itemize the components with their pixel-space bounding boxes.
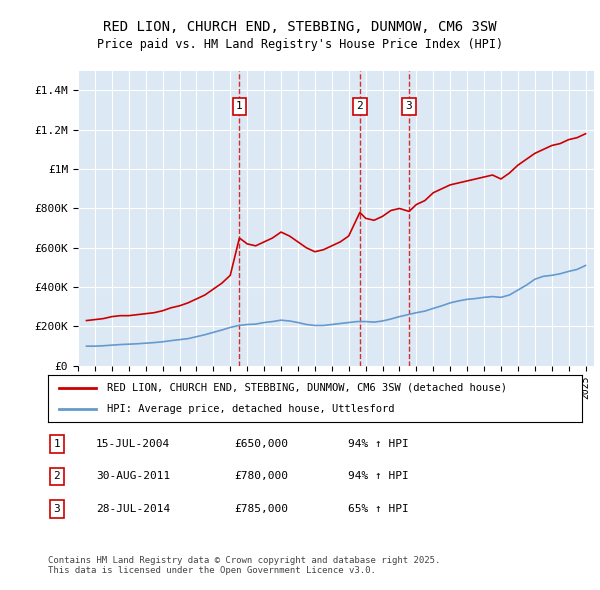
Text: 1: 1 bbox=[236, 101, 243, 111]
Text: 2: 2 bbox=[356, 101, 363, 111]
Text: RED LION, CHURCH END, STEBBING, DUNMOW, CM6 3SW: RED LION, CHURCH END, STEBBING, DUNMOW, … bbox=[103, 19, 497, 34]
Text: 94% ↑ HPI: 94% ↑ HPI bbox=[348, 439, 409, 449]
Text: £780,000: £780,000 bbox=[234, 471, 288, 481]
Text: Contains HM Land Registry data © Crown copyright and database right 2025.
This d: Contains HM Land Registry data © Crown c… bbox=[48, 556, 440, 575]
Text: 94% ↑ HPI: 94% ↑ HPI bbox=[348, 471, 409, 481]
Text: HPI: Average price, detached house, Uttlesford: HPI: Average price, detached house, Uttl… bbox=[107, 404, 394, 414]
Text: 3: 3 bbox=[53, 504, 61, 514]
Text: 28-JUL-2014: 28-JUL-2014 bbox=[96, 504, 170, 514]
Text: £650,000: £650,000 bbox=[234, 439, 288, 449]
Text: 15-JUL-2004: 15-JUL-2004 bbox=[96, 439, 170, 449]
Text: £785,000: £785,000 bbox=[234, 504, 288, 514]
Text: Price paid vs. HM Land Registry's House Price Index (HPI): Price paid vs. HM Land Registry's House … bbox=[97, 38, 503, 51]
Text: 3: 3 bbox=[406, 101, 412, 111]
Text: 1: 1 bbox=[53, 439, 61, 449]
Text: RED LION, CHURCH END, STEBBING, DUNMOW, CM6 3SW (detached house): RED LION, CHURCH END, STEBBING, DUNMOW, … bbox=[107, 383, 507, 393]
Text: 65% ↑ HPI: 65% ↑ HPI bbox=[348, 504, 409, 514]
Text: 2: 2 bbox=[53, 471, 61, 481]
Text: 30-AUG-2011: 30-AUG-2011 bbox=[96, 471, 170, 481]
